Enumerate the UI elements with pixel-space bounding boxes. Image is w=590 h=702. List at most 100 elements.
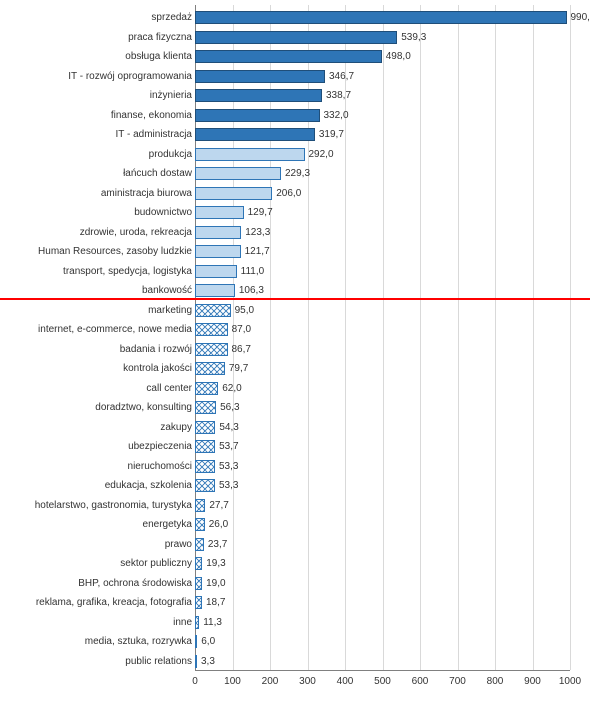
value-label: 18,7 [206,597,225,608]
bar-row: nieruchomości 53,3 [0,457,590,477]
category-label: energetyka [0,519,192,530]
bar-wrap: 23,7 [195,538,227,551]
bar-row: sektor publiczny19,3 [0,554,590,574]
bar [195,31,397,44]
x-tick-label: 500 [374,676,391,687]
bar-wrap: 338,7 [195,89,351,102]
value-label: 11,3 [203,617,222,628]
value-label: 206,0 [276,188,301,199]
bar [195,635,197,648]
bar-row: obsługa klienta498,0 [0,47,590,67]
bar-row: media, sztuka, rozrywka6,0 [0,632,590,652]
category-label: transport, spedycja, logistyka [0,266,192,277]
bar-chart: 01002003004005006007008009001000sprzedaż… [0,0,590,702]
bar [195,187,272,200]
bar [195,245,241,258]
value-label: 79,7 [229,363,248,374]
bar [195,440,215,453]
bar [195,265,237,278]
category-label: IT - rozwój oprogramowania [0,71,192,82]
category-label: zakupy [0,422,192,433]
category-label: inne [0,617,192,628]
value-label: 53,3 [219,461,238,472]
category-label: call center [0,383,192,394]
value-label: 26,0 [209,519,228,530]
bar-row: kontrola jakości 79,7 [0,359,590,379]
bar-wrap: 27,7 [195,499,229,512]
bar [195,382,218,395]
bar-row: inne 11,3 [0,613,590,633]
value-label: 229,3 [285,168,310,179]
bar-wrap: 26,0 [195,518,228,531]
bar [195,655,197,668]
value-label: 292,0 [309,149,334,160]
bar-row: produkcja 292,0 [0,145,590,165]
category-label: zdrowie, uroda, rekreacja [0,227,192,238]
value-label: 111,0 [241,266,265,277]
value-label: 62,0 [222,383,241,394]
bar-wrap: 346,7 [195,70,354,83]
bar-wrap: 95,0 [195,304,254,317]
bar-wrap: 87,0 [195,323,251,336]
category-label: łańcuch dostaw [0,168,192,179]
bar [195,421,215,434]
x-tick-label: 800 [487,676,504,687]
category-label: produkcja [0,149,192,160]
x-tick-label: 1000 [559,676,581,687]
bar [195,109,320,122]
bar-wrap: 229,3 [195,167,310,180]
value-label: 539,3 [401,32,426,43]
category-label: inżynieria [0,90,192,101]
value-label: 319,7 [319,129,344,140]
bar-wrap: 56,3 [195,401,240,414]
x-tick-label: 200 [262,676,279,687]
bar-wrap: 19,3 [195,557,226,570]
bar-row: transport, spedycja, logistyka 111,0 [0,262,590,282]
value-label: 332,0 [324,110,349,121]
bar-row: energetyka 26,0 [0,515,590,535]
value-label: 87,0 [232,324,251,335]
value-label: 990,7 [571,12,590,23]
bar-row: BHP, ochrona środowiska19,0 [0,574,590,594]
bar-wrap: 18,7 [195,596,225,609]
bar-wrap: 111,0 [195,265,264,278]
bar-wrap: 53,3 [195,479,238,492]
category-label: reklama, grafika, kreacja, fotografia [0,597,192,608]
value-label: 56,3 [220,402,239,413]
category-label: sprzedaż [0,12,192,23]
category-label: kontrola jakości [0,363,192,374]
bar-row: praca fizyczna 539,3 [0,28,590,48]
category-label: budownictwo [0,207,192,218]
bar [195,577,202,590]
bar-row: prawo23,7 [0,535,590,555]
bar [195,479,215,492]
bar-wrap: 129,7 [195,206,273,219]
bar [195,362,225,375]
bar-row: IT - rozwój oprogramowania346,7 [0,67,590,87]
bar-row: doradztwo, konsulting 56,3 [0,398,590,418]
category-label: nieruchomości [0,461,192,472]
category-label: ubezpieczenia [0,441,192,452]
bar-row: call center 62,0 [0,379,590,399]
category-label: BHP, ochrona środowiska [0,578,192,589]
bar-row: badania i rozwój 86,7 [0,340,590,360]
category-label: bankowość [0,285,192,296]
bar [195,557,202,570]
category-label: doradztwo, konsulting [0,402,192,413]
category-label: marketing [0,305,192,316]
value-label: 498,0 [386,51,411,62]
bar-row: aministracja biurowa 206,0 [0,184,590,204]
bar [195,304,231,317]
category-label: praca fizyczna [0,32,192,43]
bar [195,343,228,356]
bar-wrap: 319,7 [195,128,344,141]
bar-row: Human Resources, zasoby ludzkie121,7 [0,242,590,262]
category-label: aministracja biurowa [0,188,192,199]
bar-row: hotelarstwo, gastronomia, turystyka27,7 [0,496,590,516]
value-label: 86,7 [232,344,251,355]
bar-row: public relations3,3 [0,652,590,672]
value-label: 338,7 [326,90,351,101]
category-label: badania i rozwój [0,344,192,355]
bar [195,226,241,239]
bar [195,460,215,473]
